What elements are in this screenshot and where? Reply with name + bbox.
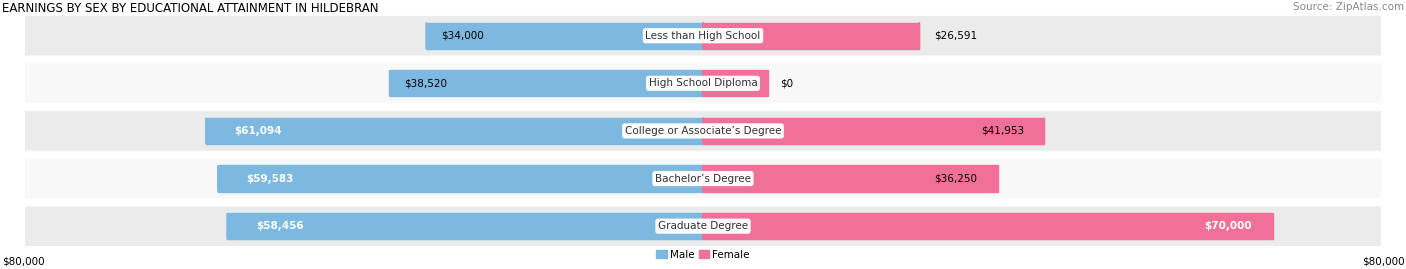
Bar [205, 118, 703, 144]
Text: $0: $0 [780, 78, 793, 88]
Text: High School Diploma: High School Diploma [648, 78, 758, 88]
Bar [218, 165, 703, 192]
Text: Source: ZipAtlas.com: Source: ZipAtlas.com [1294, 2, 1405, 12]
Bar [703, 23, 920, 49]
Text: $38,520: $38,520 [405, 78, 447, 88]
Bar [703, 70, 768, 96]
Bar [228, 213, 703, 239]
FancyBboxPatch shape [27, 159, 1379, 198]
Text: College or Associate’s Degree: College or Associate’s Degree [624, 126, 782, 136]
Text: EARNINGS BY SEX BY EDUCATIONAL ATTAINMENT IN HILDEBRAN: EARNINGS BY SEX BY EDUCATIONAL ATTAINMEN… [1, 2, 378, 15]
Text: $80,000: $80,000 [1, 257, 44, 267]
Text: Less than High School: Less than High School [645, 31, 761, 41]
Bar [389, 70, 703, 96]
FancyBboxPatch shape [27, 111, 1379, 151]
Text: $58,456: $58,456 [256, 221, 304, 231]
FancyBboxPatch shape [27, 16, 1379, 55]
Text: $70,000: $70,000 [1205, 221, 1253, 231]
Text: $59,583: $59,583 [246, 174, 294, 183]
Text: $80,000: $80,000 [1362, 257, 1405, 267]
Text: $26,591: $26,591 [934, 31, 977, 41]
Bar [703, 213, 1272, 239]
Text: Graduate Degree: Graduate Degree [658, 221, 748, 231]
Text: $61,094: $61,094 [235, 126, 281, 136]
Text: $36,250: $36,250 [935, 174, 977, 183]
FancyBboxPatch shape [27, 63, 1379, 103]
FancyBboxPatch shape [27, 206, 1379, 246]
Text: $41,953: $41,953 [981, 126, 1024, 136]
Text: $34,000: $34,000 [441, 31, 484, 41]
Text: Bachelor’s Degree: Bachelor’s Degree [655, 174, 751, 183]
Bar [703, 165, 998, 192]
Bar [426, 23, 703, 49]
Bar [703, 118, 1045, 144]
Legend: Male, Female: Male, Female [652, 245, 754, 264]
